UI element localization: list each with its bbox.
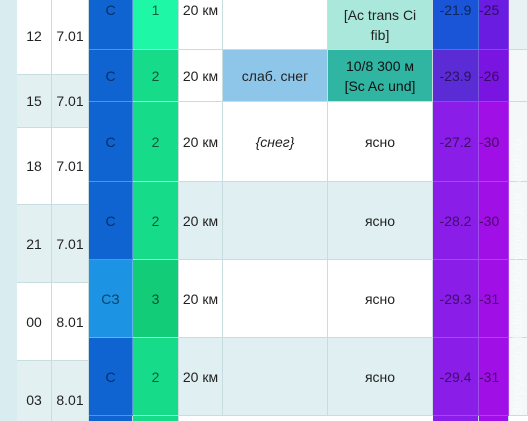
wind-dir-cell: С	[89, 338, 133, 416]
temp-cell: -29.4	[433, 338, 479, 416]
wind-dir-cell: С	[89, 50, 133, 102]
hour-cell: 12	[17, 0, 52, 75]
clouds-cell: ясно	[328, 260, 433, 338]
hour-cell: 03	[17, 361, 52, 421]
clouds-cell: ясно	[328, 182, 433, 260]
clouds-cell: ясно	[328, 338, 433, 416]
clouds-cell: 10/8 300 м [Sc Ac und]	[328, 50, 433, 102]
wind-speed-cell: 1	[133, 0, 179, 50]
temp-cell: -29.3	[433, 260, 479, 338]
temp2-cell: -30	[479, 102, 509, 182]
temp-cell: -23.9	[433, 50, 479, 102]
temp-cell: -21.9	[433, 0, 479, 50]
weather-cell	[223, 260, 328, 338]
wind-dir-cell: С	[89, 0, 133, 50]
visibility-cell: 20 км	[179, 338, 223, 416]
temp2-cell: -31	[479, 338, 509, 416]
temp2-cell: -30	[479, 182, 509, 260]
wind-speed-cell: 2	[133, 102, 179, 182]
temp2-cell: -25	[479, 0, 509, 50]
visibility-cell: 20 км	[179, 102, 223, 182]
wind-speed-cell: 2	[133, 50, 179, 102]
weather-cell	[223, 338, 328, 416]
date-cell: 7.01	[52, 128, 89, 205]
weather-cell: {снег}	[223, 102, 328, 182]
next-speed	[133, 416, 179, 421]
weather-cell	[223, 182, 328, 260]
date-cell: 7.01	[52, 75, 89, 128]
left-stripe	[0, 0, 17, 421]
temp2-cell: -31	[479, 260, 509, 338]
date-cell: 8.01	[52, 283, 89, 361]
date-cell: 8.01	[52, 361, 89, 421]
weather-cell	[223, 0, 328, 50]
edge-cell	[509, 0, 528, 50]
edge-cell	[509, 50, 528, 102]
wind-dir-cell: С	[89, 182, 133, 260]
wind-dir-cell: СЗ	[89, 260, 133, 338]
date-cell: 7.01	[52, 0, 89, 75]
clouds-cell: ясно	[328, 102, 433, 182]
hour-cell: 21	[17, 205, 52, 283]
visibility-cell: 20 км	[179, 50, 223, 102]
wind-speed-cell: 2	[133, 338, 179, 416]
next-temp2	[479, 416, 509, 421]
temp2-cell: -26	[479, 50, 509, 102]
wind-dir-cell: С	[89, 102, 133, 182]
watermark: Загружено VladimirSlobodyanyuk для 7dach…	[510, 138, 525, 415]
temp-cell: -28.2	[433, 182, 479, 260]
visibility-cell: 20 км	[179, 260, 223, 338]
hour-cell: 00	[17, 283, 52, 361]
visibility-cell: 20 км	[179, 182, 223, 260]
wind-speed-cell: 2	[133, 182, 179, 260]
next-temp	[433, 416, 479, 421]
next-dir	[89, 416, 133, 421]
temp-cell: -27.2	[433, 102, 479, 182]
wind-speed-cell: 3	[133, 260, 179, 338]
hour-cell: 18	[17, 128, 52, 205]
visibility-cell: 20 км	[179, 0, 223, 50]
weather-cell: слаб. снег	[223, 50, 328, 102]
hour-cell: 15	[17, 75, 52, 128]
date-cell: 7.01	[52, 205, 89, 283]
clouds-cell: [Ac trans Ci fib]	[328, 0, 433, 50]
